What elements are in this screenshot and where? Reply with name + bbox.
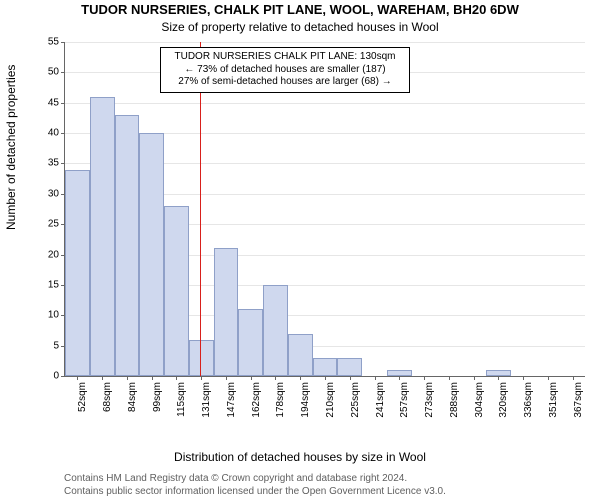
- xtick-mark: [102, 376, 103, 380]
- annotation-line1: TUDOR NURSERIES CHALK PIT LANE: 130sqm: [166, 51, 404, 64]
- chart-title-line2: Size of property relative to detached ho…: [0, 20, 600, 34]
- xtick-mark: [350, 376, 351, 380]
- histogram-bar: [115, 115, 140, 376]
- ytick-label: 15: [48, 279, 59, 290]
- ytick-label: 25: [48, 219, 59, 230]
- ytick-label: 50: [48, 67, 59, 78]
- x-axis-label: Distribution of detached houses by size …: [0, 450, 600, 464]
- xtick-mark: [77, 376, 78, 380]
- xtick-label: 225sqm: [350, 382, 361, 418]
- xtick-mark: [399, 376, 400, 380]
- xtick-label: 131sqm: [201, 382, 212, 418]
- xtick-label: 194sqm: [300, 382, 311, 418]
- histogram-bar: [164, 206, 189, 376]
- xtick-mark: [325, 376, 326, 380]
- xtick-mark: [152, 376, 153, 380]
- xtick-mark: [375, 376, 376, 380]
- ytick-label: 20: [48, 249, 59, 260]
- histogram-bar: [139, 133, 164, 376]
- histogram-bar: [263, 285, 288, 376]
- histogram-bar: [90, 97, 115, 376]
- y-axis-label: Number of detached properties: [4, 65, 18, 230]
- ytick-mark: [61, 103, 65, 104]
- xtick-label: 304sqm: [474, 382, 485, 418]
- xtick-mark: [300, 376, 301, 380]
- footer-attribution: Contains HM Land Registry data © Crown c…: [64, 473, 446, 498]
- annotation-line2: ← 73% of detached houses are smaller (18…: [166, 64, 404, 77]
- ytick-mark: [61, 376, 65, 377]
- histogram-bar: [238, 309, 263, 376]
- ytick-label: 55: [48, 37, 59, 48]
- xtick-label: 336sqm: [523, 382, 534, 418]
- xtick-mark: [176, 376, 177, 380]
- xtick-mark: [573, 376, 574, 380]
- xtick-mark: [548, 376, 549, 380]
- ytick-mark: [61, 194, 65, 195]
- ytick-mark: [61, 255, 65, 256]
- xtick-mark: [275, 376, 276, 380]
- ytick-label: 45: [48, 97, 59, 108]
- xtick-mark: [251, 376, 252, 380]
- footer-line1: Contains HM Land Registry data © Crown c…: [64, 473, 446, 486]
- ytick-mark: [61, 163, 65, 164]
- ytick-label: 30: [48, 188, 59, 199]
- ytick-label: 0: [53, 371, 59, 382]
- ytick-mark: [61, 224, 65, 225]
- xtick-mark: [127, 376, 128, 380]
- xtick-label: 367sqm: [573, 382, 584, 418]
- footer-line2: Contains public sector information licen…: [64, 486, 446, 499]
- plot-area: TUDOR NURSERIES CHALK PIT LANE: 130sqm ←…: [64, 42, 585, 377]
- xtick-label: 178sqm: [275, 382, 286, 418]
- xtick-mark: [523, 376, 524, 380]
- histogram-bar: [337, 358, 362, 376]
- ytick-mark: [61, 72, 65, 73]
- ytick-mark: [61, 285, 65, 286]
- xtick-mark: [498, 376, 499, 380]
- xtick-mark: [226, 376, 227, 380]
- ytick-label: 10: [48, 310, 59, 321]
- histogram-bar: [214, 248, 239, 376]
- xtick-label: 162sqm: [251, 382, 262, 418]
- annotation-line3: 27% of semi-detached houses are larger (…: [166, 76, 404, 89]
- ytick-label: 5: [53, 340, 59, 351]
- ytick-mark: [61, 42, 65, 43]
- histogram-bar: [65, 170, 90, 376]
- xtick-label: 210sqm: [325, 382, 336, 418]
- xtick-label: 147sqm: [226, 382, 237, 418]
- xtick-mark: [449, 376, 450, 380]
- xtick-mark: [201, 376, 202, 380]
- ytick-mark: [61, 346, 65, 347]
- xtick-label: 241sqm: [375, 382, 386, 418]
- xtick-label: 84sqm: [127, 382, 138, 412]
- annotation-box: TUDOR NURSERIES CHALK PIT LANE: 130sqm ←…: [160, 47, 410, 93]
- xtick-label: 257sqm: [399, 382, 410, 418]
- histogram-bar: [189, 340, 214, 376]
- ytick-label: 35: [48, 158, 59, 169]
- xtick-label: 273sqm: [424, 382, 435, 418]
- xtick-mark: [424, 376, 425, 380]
- ytick-label: 40: [48, 128, 59, 139]
- ytick-mark: [61, 315, 65, 316]
- xtick-label: 68sqm: [102, 382, 113, 412]
- xtick-label: 99sqm: [152, 382, 163, 412]
- xtick-label: 351sqm: [548, 382, 559, 418]
- xtick-label: 320sqm: [498, 382, 509, 418]
- xtick-label: 115sqm: [176, 382, 187, 417]
- histogram-bar: [313, 358, 338, 376]
- histogram-bar: [288, 334, 313, 377]
- ytick-mark: [61, 133, 65, 134]
- xtick-label: 52sqm: [77, 382, 88, 412]
- chart-title-line1: TUDOR NURSERIES, CHALK PIT LANE, WOOL, W…: [0, 2, 600, 17]
- xtick-mark: [474, 376, 475, 380]
- xtick-label: 288sqm: [449, 382, 460, 418]
